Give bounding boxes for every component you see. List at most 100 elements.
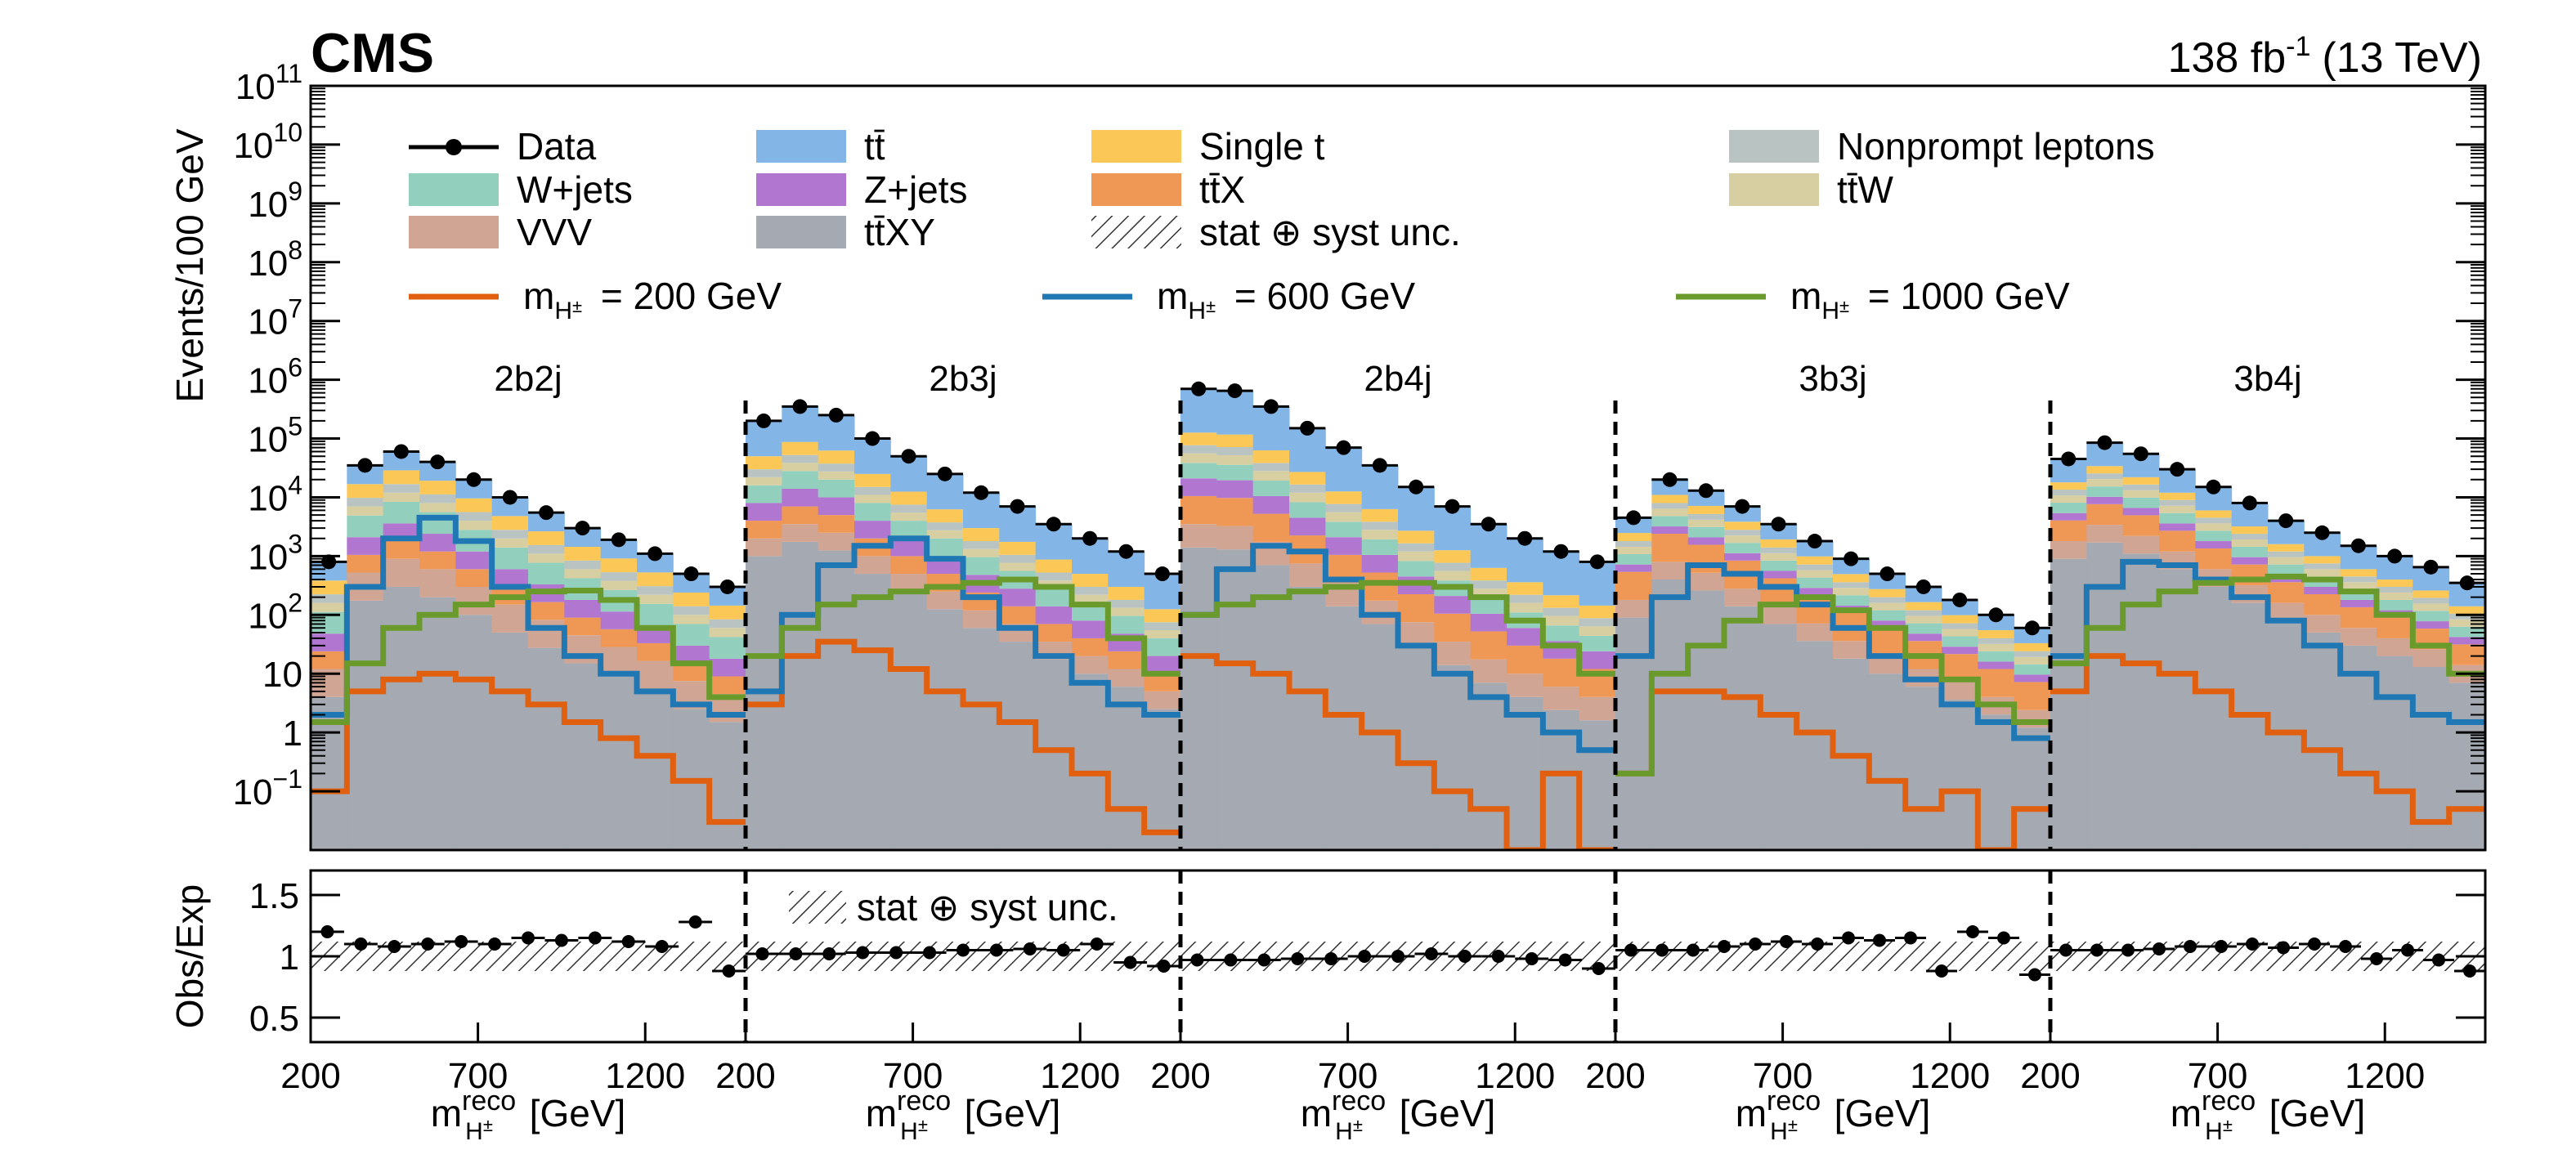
stack-bar-3b4j-4-nonpromptleptons bbox=[2195, 517, 2233, 524]
data-point-2b4j-5 bbox=[1372, 458, 1387, 473]
stack-bar-3b3j-10-tt bbox=[1978, 615, 2015, 630]
data-point-3b3j-4 bbox=[1771, 517, 1786, 532]
data-point-2b4j-2 bbox=[1263, 399, 1279, 414]
stack-bar-2b4j-11-ttw bbox=[1579, 626, 1616, 636]
legend-label-3: Nonprompt leptons bbox=[1837, 125, 2155, 168]
stack-bar-2b2j-11-ttx bbox=[709, 676, 746, 695]
stack-bar-2b3j-2-ttxy bbox=[818, 550, 855, 850]
stack-bar-2b2j-0-nonpromptleptons bbox=[311, 594, 347, 603]
ratio-point-3b4j-4 bbox=[2184, 940, 2197, 953]
ratio-point-3b3j-13 bbox=[2028, 968, 2041, 982]
stack-bar-3b4j-7-singlet bbox=[2304, 556, 2341, 564]
stack-bar-2b4j-3-nonpromptleptons bbox=[1289, 484, 1326, 493]
stack-bar-2b4j-11-wjets bbox=[1579, 635, 1616, 651]
legend-label-9: tt̄XY bbox=[864, 211, 935, 253]
signal-curves-layer bbox=[311, 514, 2485, 850]
data-point-2b3j-1 bbox=[792, 399, 808, 414]
stack-bar-2b2j-7-ttxy bbox=[564, 663, 602, 850]
stack-bar-2b4j-1-ttx bbox=[1216, 498, 1254, 526]
stack-bar-3b3j-5-tt bbox=[1796, 541, 1834, 557]
stack-bar-2b2j-5-ttw bbox=[491, 538, 529, 548]
stack-bar-3b3j-2-tt bbox=[1687, 490, 1725, 506]
stack-bar-2b4j-6-ttxy bbox=[1398, 645, 1435, 850]
stack-bar-2b3j-9-zjets bbox=[1072, 620, 1109, 638]
legend-data-marker bbox=[446, 139, 462, 155]
stack-bar-3b4j-0-nonpromptleptons bbox=[2050, 490, 2087, 496]
stack-bar-3b4j-1-zjets bbox=[2086, 496, 2124, 504]
signal-sig600-2b4j bbox=[1180, 543, 1615, 754]
stack-bar-3b3j-11-nonpromptleptons bbox=[2014, 651, 2051, 657]
ratio-point-2b4j-10 bbox=[1525, 952, 1539, 965]
stack-bar-2b3j-3-wjets bbox=[854, 503, 891, 521]
category-label-2b4j: 2b4j bbox=[1364, 359, 1431, 399]
data-point-3b3j-10 bbox=[1988, 607, 2004, 623]
ratio-point-2b4j-9 bbox=[1491, 950, 1505, 963]
stack-bar-3b3j-6-vvv bbox=[1833, 641, 1870, 659]
data-point-3b3j-0 bbox=[1626, 510, 1642, 526]
stack-bar-2b2j-0-ttw bbox=[311, 602, 347, 612]
stack-bar-3b4j-0-ttw bbox=[2050, 495, 2087, 503]
stack-bar-2b4j-0-singlet bbox=[1180, 432, 1217, 445]
stack-bar-2b3j-4-ttxy bbox=[890, 591, 928, 850]
data-point-2b2j-3 bbox=[430, 454, 446, 470]
stack-bar-3b3j-4-zjets bbox=[1760, 571, 1798, 579]
stack-bar-2b2j-7-nonpromptleptons bbox=[564, 560, 602, 570]
data-point-2b4j-9 bbox=[1517, 530, 1533, 546]
stack-bar-2b3j-1-ttw bbox=[782, 463, 819, 472]
signal-sig1000-3b4j bbox=[2050, 573, 2485, 677]
stack-bar-3b4j-2-vvv bbox=[2122, 535, 2160, 554]
stack-bar-2b3j-7-nonpromptleptons bbox=[999, 554, 1037, 563]
signal-sig600-2b2j bbox=[311, 514, 746, 718]
stack-bar-2b4j-10-singlet bbox=[1543, 595, 1580, 608]
stack-bar-3b3j-8-ttxy bbox=[1905, 687, 1942, 850]
ratio-point-2b3j-8 bbox=[1023, 942, 1037, 955]
stack-bar-3b3j-8-wjets bbox=[1905, 623, 1942, 634]
stack-bar-3b3j-1-singlet bbox=[1651, 494, 1689, 503]
stack-bar-3b4j-6-vvv bbox=[2268, 602, 2305, 621]
stack-bar-3b4j-10-zjets bbox=[2412, 621, 2450, 629]
stack-bar-2b2j-4-nonpromptleptons bbox=[455, 512, 493, 521]
stack-bar-3b3j-0-zjets bbox=[1615, 564, 1652, 572]
stack-bar-2b2j-8-singlet bbox=[600, 558, 638, 573]
stack-bar-2b4j-8-ttxy bbox=[1470, 682, 1508, 850]
stack-bar-3b4j-3-nonpromptleptons bbox=[2159, 499, 2196, 506]
stack-bar-3b4j-9-singlet bbox=[2377, 580, 2413, 587]
stack-bar-3b3j-5-wjets bbox=[1796, 577, 1834, 588]
stack-bar-3b3j-7-singlet bbox=[1869, 588, 1906, 597]
ratio-point-3b3j-4 bbox=[1749, 937, 1762, 951]
stack-bar-2b3j-8-ttx bbox=[1035, 624, 1073, 642]
stack-bar-2b3j-1-ttxy bbox=[782, 541, 819, 850]
stack-bar-3b4j-3-wjets bbox=[2159, 512, 2196, 524]
stack-bar-2b3j-3-zjets bbox=[854, 521, 891, 539]
stack-bar-2b2j-7-ttw bbox=[564, 569, 602, 579]
ratio-point-3b4j-3 bbox=[2153, 942, 2166, 955]
stack-bar-2b2j-9-ttxy bbox=[637, 688, 674, 850]
stack-bar-2b2j-6-vvv bbox=[528, 620, 565, 648]
stack-bar-2b4j-9-ttx bbox=[1507, 645, 1543, 674]
stack-bar-2b2j-5-ttxy bbox=[491, 632, 529, 850]
ratio-point-2b3j-6 bbox=[956, 943, 970, 957]
stack-bar-2b2j-11-wjets bbox=[709, 637, 746, 659]
stack-bar-2b4j-6-vvv bbox=[1398, 622, 1435, 646]
stack-bar-2b4j-1-singlet bbox=[1216, 434, 1254, 448]
ratio-point-3b3j-0 bbox=[1624, 943, 1637, 957]
stack-bar-3b4j-0-ttxy bbox=[2050, 558, 2087, 850]
ratio-point-2b4j-5 bbox=[1358, 950, 1372, 963]
stack-bar-2b2j-4-ttxy bbox=[455, 615, 493, 850]
legend-swatch-4 bbox=[409, 173, 499, 206]
stack-bar-3b3j-11-ttxy bbox=[2014, 727, 2051, 850]
stack-bar-2b4j-10-ttw bbox=[1543, 615, 1580, 626]
stack-bar-3b3j-3-zjets bbox=[1724, 553, 1761, 561]
legend-swatch-7 bbox=[1729, 173, 1819, 206]
stack-bar-3b4j-8-ttw bbox=[2340, 582, 2377, 590]
stack-bar-2b2j-2-ttw bbox=[383, 492, 420, 502]
stack-bar-2b3j-9-nonpromptleptons bbox=[1072, 586, 1109, 595]
stack-bar-3b4j-4-ttx bbox=[2195, 548, 2233, 570]
stack-bar-2b4j-1-zjets bbox=[1216, 480, 1254, 499]
stack-bar-2b4j-4-singlet bbox=[1325, 491, 1363, 504]
data-point-3b4j-9 bbox=[2387, 548, 2403, 564]
stack-bar-2b3j-5-ttxy bbox=[926, 609, 964, 850]
stack-bar-2b3j-1-vvv bbox=[782, 524, 819, 542]
y-tick-label: 102 bbox=[248, 588, 302, 636]
stack-bar-2b4j-4-nonpromptleptons bbox=[1325, 503, 1363, 512]
